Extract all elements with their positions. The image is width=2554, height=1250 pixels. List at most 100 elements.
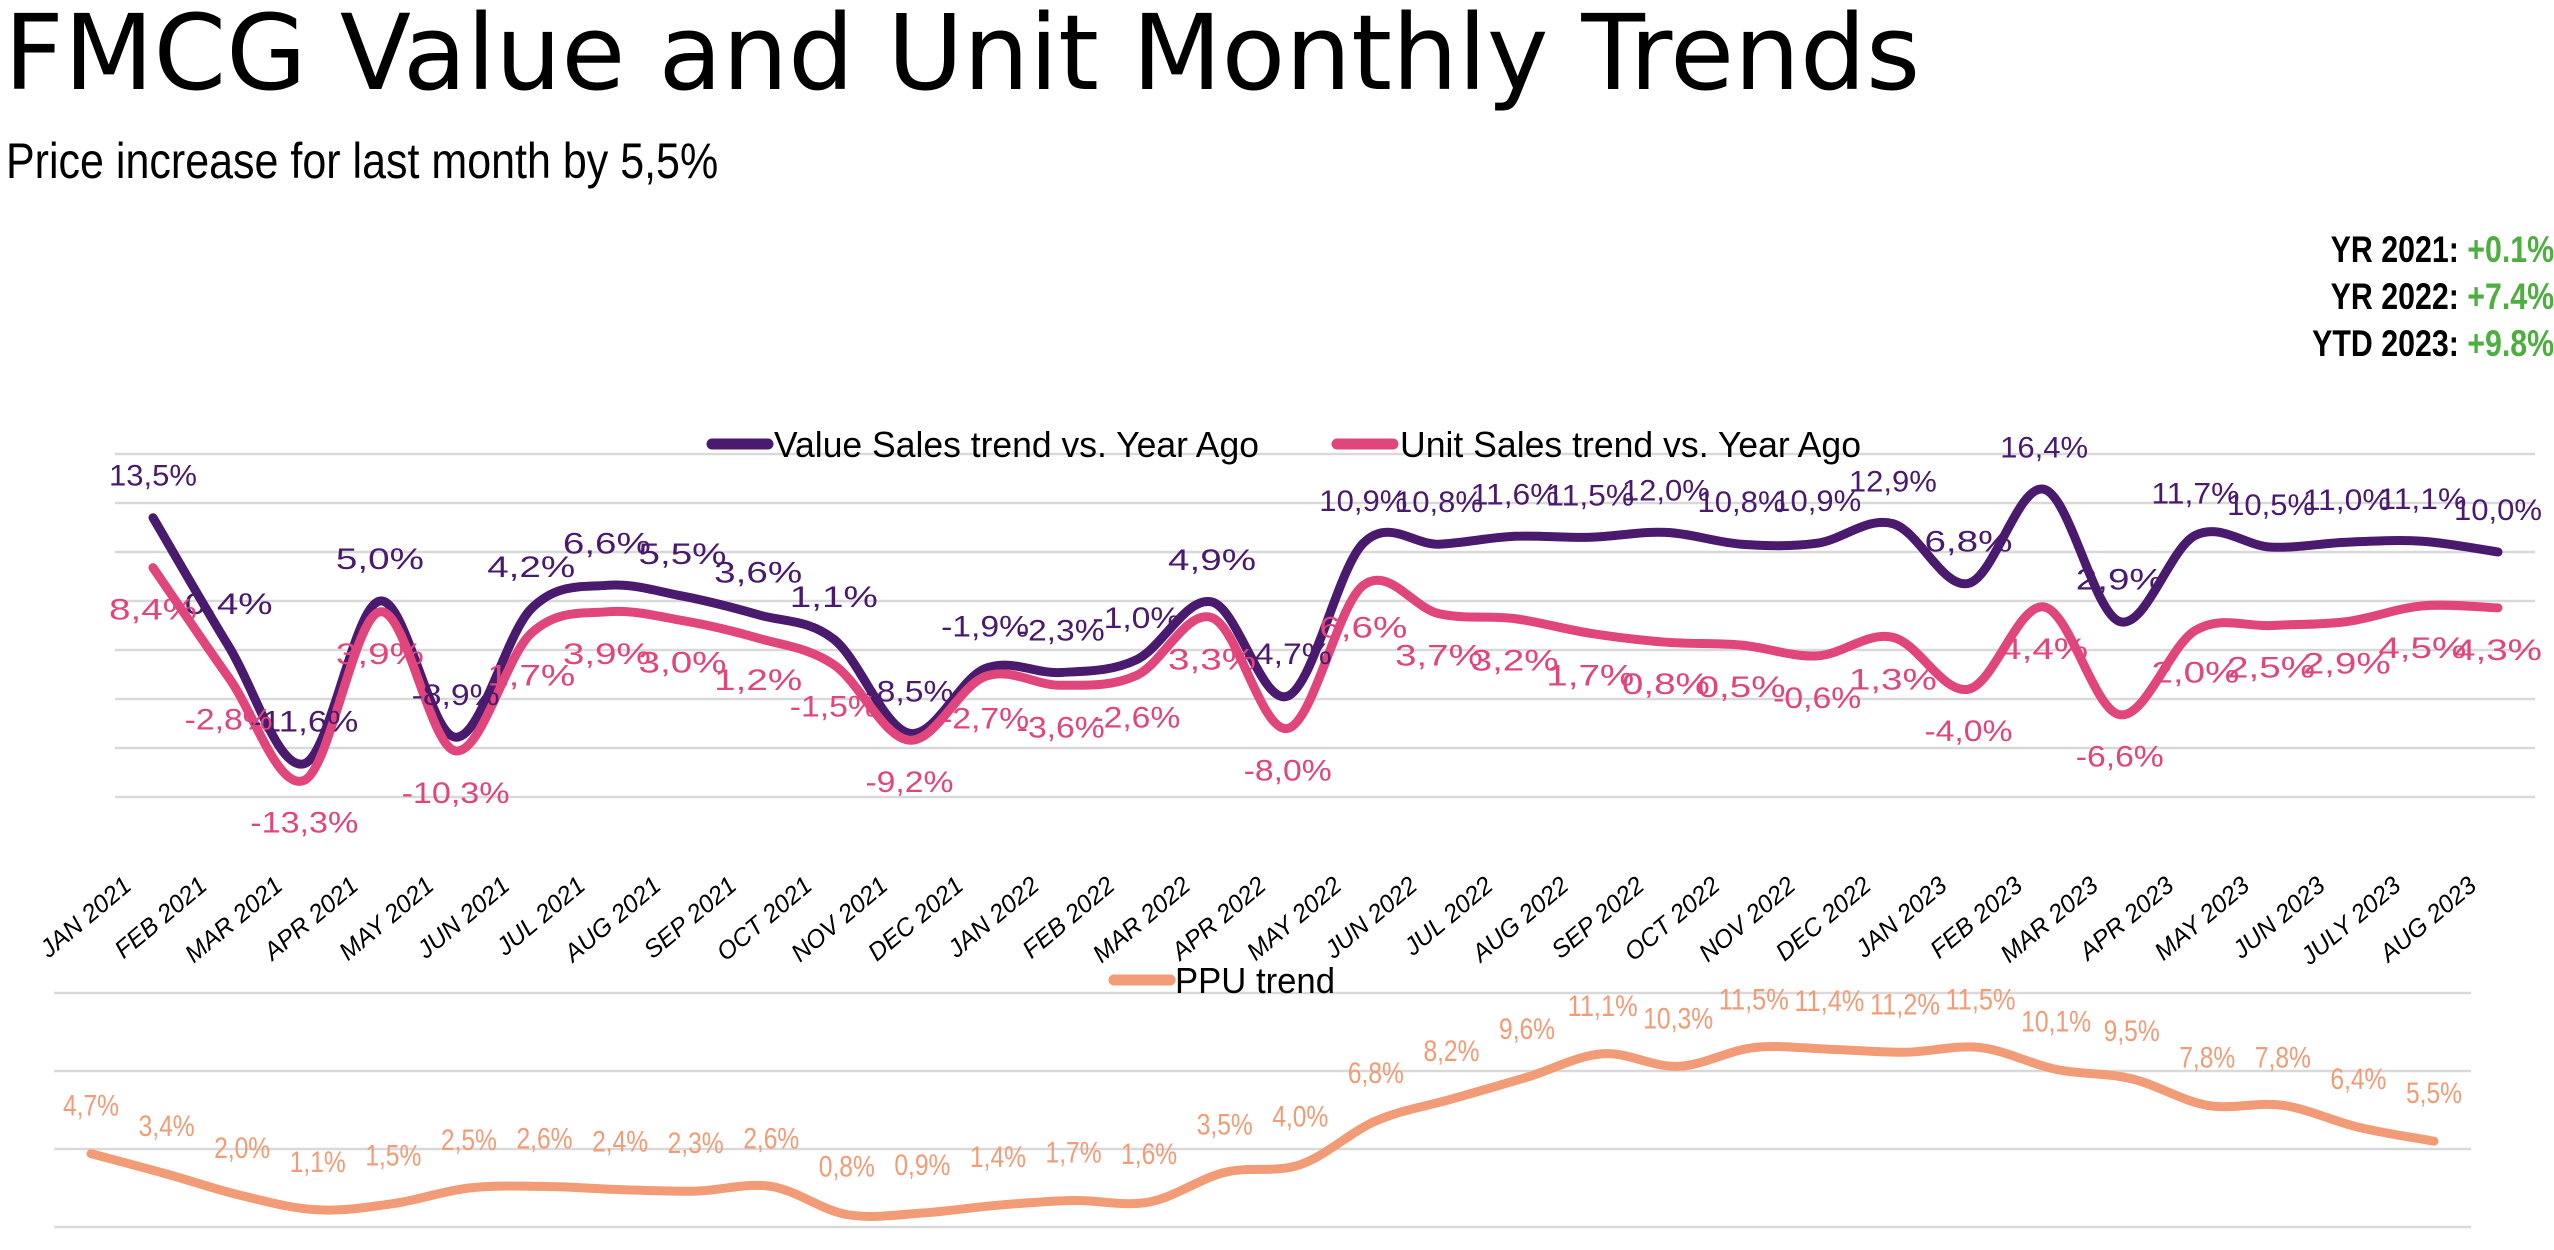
unit-sales-data-label: 0,8%	[1622, 668, 1710, 701]
value-sales-data-label: 0,4%	[185, 588, 273, 621]
unit-sales-data-label: 1,2%	[714, 664, 802, 697]
top-chart-legend: Value Sales trend vs. Year Ago Unit Sale…	[706, 424, 1861, 465]
unit-sales-data-label: -3,6%	[1017, 711, 1105, 744]
ppu-data-label: 0,8%	[819, 1151, 875, 1184]
ppu-data-label: 11,2%	[1870, 988, 1940, 1021]
ppu-data-label: 2,6%	[516, 1122, 572, 1155]
summary-label: YTD 2023:	[2311, 323, 2459, 364]
value-sales-data-label: 3,6%	[714, 557, 802, 590]
unit-sales-data-label: -1,5%	[790, 691, 878, 724]
value-sales-data-label: -8,5%	[865, 675, 953, 708]
ppu-data-label: 1,4%	[970, 1141, 1026, 1174]
value-sales-data-label: 10,9%	[1319, 485, 1407, 518]
unit-sales-data-label: 8,4%	[109, 594, 197, 627]
unit-sales-data-label: -2,7%	[941, 702, 1029, 735]
ppu-data-label: 5,5%	[2406, 1077, 2462, 1110]
value-sales-data-label: 10,8%	[1698, 486, 1786, 519]
unit-sales-data-label: -2,8%	[185, 703, 273, 736]
summary-row-ytd-2023: YTD 2023: +9.8%	[2312, 320, 2554, 367]
unit-sales-data-label: 1,3%	[1849, 663, 1937, 696]
ppu-data-label: 8,2%	[1423, 1035, 1479, 1068]
unit-sales-data-label: 3,2%	[1471, 645, 1559, 678]
unit-sales-data-label: -0,6%	[1773, 682, 1861, 715]
ppu-data-label: 2,6%	[743, 1122, 799, 1155]
unit-sales-data-label: -8,0%	[1244, 754, 1332, 787]
unit-sales-data-label: 2,0%	[2151, 656, 2239, 689]
unit-sales-data-label: 3,7%	[1395, 640, 1483, 673]
value-sales-data-label: 6,6%	[563, 527, 651, 560]
legend-label-value: Value Sales trend vs. Year Ago	[774, 424, 1259, 465]
ppu-data-label: 10,1%	[2021, 1005, 2091, 1038]
unit-sales-data-label: 1,7%	[487, 659, 575, 692]
ppu-chart-line	[86, 1042, 2439, 1221]
value-sales-data-label: 12,0%	[1622, 474, 1710, 507]
ppu-data-label: 0,9%	[894, 1149, 950, 1182]
summary-row-yr-2022: YR 2022: +7.4%	[2312, 273, 2554, 320]
unit-sales-data-label: -6,6%	[2076, 741, 2164, 774]
summary-label: YR 2021:	[2330, 229, 2459, 270]
value-sales-data-label: 11,1%	[2378, 483, 2466, 516]
value-sales-data-label: 10,5%	[2227, 489, 2315, 522]
ppu-data-label: 10,3%	[1643, 1002, 1713, 1035]
ppu-data-label: 9,6%	[1499, 1013, 1555, 1046]
value-sales-data-label: -1,0%	[1092, 602, 1180, 635]
unit-sales-data-label: 4,5%	[2378, 632, 2466, 665]
value-sales-data-label: 10,0%	[2454, 494, 2542, 527]
value-sales-data-label: 11,7%	[2151, 477, 2239, 510]
value-sales-data-label: 11,0%	[2303, 484, 2391, 517]
value-sales-line	[148, 484, 2503, 769]
unit-sales-data-label: -4,0%	[1924, 715, 2012, 748]
value-sales-data-label: 2,9%	[2076, 564, 2164, 597]
value-sales-data-label: -4,7%	[1244, 638, 1332, 671]
unit-sales-data-label: 3,0%	[639, 647, 727, 680]
unit-sales-data-label: 6,6%	[1319, 611, 1407, 644]
unit-sales-data-label: -13,3%	[250, 806, 358, 839]
value-sales-data-label: 11,6%	[1471, 478, 1559, 511]
value-sales-data-label: 13,5%	[109, 460, 197, 493]
top-chart-data-labels: 13,5%0,4%-11,6%5,0%-8,9%4,2%6,6%5,5%3,6%…	[109, 431, 2542, 839]
ppu-data-label: 11,5%	[1946, 984, 2016, 1017]
ppu-data-label: 2,0%	[214, 1132, 270, 1165]
unit-sales-data-label: 0,5%	[1698, 671, 1786, 704]
value-sales-data-label: 6,8%	[1924, 525, 2012, 558]
value-sales-data-label: 5,5%	[639, 538, 727, 571]
ppu-data-label: 1,6%	[1121, 1138, 1177, 1171]
unit-sales-data-label: -10,3%	[402, 777, 510, 810]
unit-sales-data-label: -2,6%	[1092, 701, 1180, 734]
unit-sales-data-label: -9,2%	[865, 766, 953, 799]
value-sales-data-label: -1,9%	[941, 611, 1029, 644]
summary-row-yr-2021: YR 2021: +0.1%	[2312, 226, 2554, 273]
unit-sales-data-label: 4,3%	[2454, 634, 2542, 667]
value-sales-data-label: -8,9%	[412, 679, 500, 712]
top-chart-gridlines	[115, 452, 2535, 799]
value-sales-data-label: 5,0%	[336, 543, 424, 576]
ppu-data-label: 6,4%	[2330, 1063, 2386, 1096]
top-chart-lines	[148, 484, 2503, 786]
unit-sales-data-label: 1,7%	[1546, 659, 1634, 692]
value-sales-data-label: -11,6%	[250, 706, 358, 739]
page-title: FMCG Value and Unit Monthly Trends	[4, 0, 1921, 114]
unit-sales-data-label: 3,3%	[1168, 644, 1256, 677]
value-sales-data-label: 10,8%	[1395, 486, 1483, 519]
value-sales-data-label: 1,1%	[790, 581, 878, 614]
ppu-data-label: 1,7%	[1046, 1136, 1102, 1169]
unit-sales-data-label: 3,9%	[336, 638, 424, 671]
value-sales-data-label: 11,5%	[1546, 479, 1634, 512]
ppu-data-label: 3,4%	[139, 1110, 195, 1143]
ppu-data-label: 4,0%	[1272, 1101, 1328, 1134]
ppu-data-label: 1,1%	[290, 1146, 346, 1179]
unit-sales-data-label: 2,5%	[2227, 652, 2315, 685]
page-subtitle: Price increase for last month by 5,5%	[6, 133, 719, 189]
summary-value: +9.8%	[2467, 323, 2554, 364]
unit-sales-data-label: 4,4%	[2000, 633, 2088, 666]
unit-sales-data-label: 3,9%	[563, 638, 651, 671]
unit-sales-data-label: 2,9%	[2303, 648, 2391, 681]
ppu-data-label: 4,7%	[63, 1090, 119, 1123]
value-sales-data-label: -2,3%	[1017, 615, 1105, 648]
ppu-chart-data-labels: 4,7% 3,4% 2,0% 1,1% 1,5% 2,5% 2,6% 2,4% 2,3% 2,6%…	[63, 984, 2462, 1184]
legend-label-unit: Unit Sales trend vs. Year Ago	[1400, 424, 1861, 465]
ppu-data-label: 11,1%	[1568, 990, 1638, 1023]
value-sales-data-label: 10,9%	[1773, 485, 1861, 518]
summary-value: +7.4%	[2467, 276, 2554, 317]
